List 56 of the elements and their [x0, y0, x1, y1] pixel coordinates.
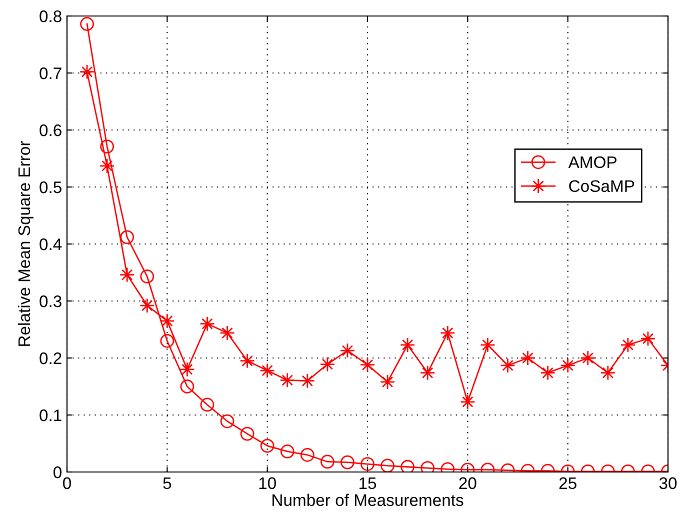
point	[300, 448, 314, 462]
point	[620, 337, 636, 353]
point	[140, 270, 154, 284]
point	[460, 394, 476, 410]
y-tick-label: 0.5	[40, 181, 62, 194]
point	[420, 365, 436, 380]
point	[180, 362, 195, 378]
y-tick-label: 0	[54, 466, 62, 478]
y-tick-label: 0.6	[40, 124, 62, 136]
point	[220, 414, 234, 428]
point	[200, 398, 214, 412]
point	[120, 230, 134, 244]
point	[200, 316, 215, 332]
x-axis-title: Number of Measurements	[272, 494, 464, 506]
point	[139, 298, 155, 314]
point	[440, 325, 456, 341]
point	[99, 158, 115, 174]
point	[280, 372, 296, 388]
point	[300, 373, 316, 388]
point	[500, 358, 516, 374]
y-tick-label: 0.3	[40, 295, 62, 308]
point	[100, 140, 114, 154]
point	[180, 380, 194, 394]
x-tick-label: 25	[559, 477, 576, 490]
point	[280, 444, 294, 458]
y-axis-title: Relative Mean Square Error	[18, 140, 34, 346]
x-tick-label: 15	[360, 477, 376, 490]
point	[119, 267, 135, 282]
point	[320, 356, 336, 372]
point	[400, 460, 415, 472]
y-tick-label: 0.1	[40, 409, 62, 422]
y-tick-label: 0.2	[40, 352, 62, 364]
point	[160, 334, 174, 348]
y-tick-label: 0.4	[40, 238, 62, 250]
point	[240, 353, 255, 368]
x-tick-label: 0	[63, 477, 71, 490]
legend-label: CoSaMP	[569, 180, 634, 192]
point	[380, 458, 394, 472]
x-tick-label: 20	[459, 477, 476, 490]
point	[360, 457, 374, 471]
point	[600, 365, 616, 380]
point	[260, 438, 274, 453]
y-tick-label: 0.7	[40, 67, 62, 80]
x-tick-label: 30	[659, 477, 677, 490]
y-tick-label: 0.8	[40, 10, 62, 22]
point	[560, 358, 576, 374]
x-tick-label: 10	[259, 477, 276, 490]
point	[480, 337, 496, 353]
point	[340, 455, 354, 470]
point	[240, 426, 254, 441]
point	[80, 17, 94, 31]
point	[220, 325, 235, 341]
x-tick-label: 5	[163, 477, 172, 490]
point	[320, 454, 334, 469]
legend-label: AMOP	[568, 156, 616, 168]
point	[400, 337, 416, 353]
